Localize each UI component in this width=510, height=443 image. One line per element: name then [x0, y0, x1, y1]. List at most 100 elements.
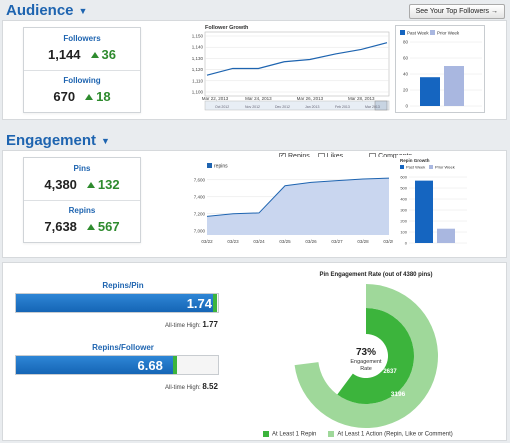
repins-per-follower-title: Repins/Follower [92, 343, 154, 352]
x-tick-label: Mar 26, 2013 [297, 96, 324, 101]
audience-header: Audience ▼ See Your Top Followers → [0, 2, 510, 19]
x-tick-label: Mar 24, 2013 [245, 96, 272, 101]
range-handle[interactable] [374, 100, 388, 111]
y-tick-label: 100 [400, 230, 407, 235]
followers-value: 1,144 [47, 47, 81, 62]
nav-tick-label: Jan 2013 [305, 105, 319, 109]
center-label-2: Rate [360, 366, 372, 372]
y-tick-label: 1,130 [192, 56, 204, 61]
engagement-title: Engagement [6, 132, 97, 149]
range-navigator[interactable] [204, 100, 390, 111]
bar-past-week [420, 77, 440, 106]
follower-growth-line [206, 42, 388, 76]
x-tick-label: 03/25 [279, 239, 291, 244]
audience-panel: Followers 1,144 36 Following 670 18 Foll… [2, 20, 507, 120]
x-tick-label: 03/27 [331, 239, 343, 244]
y-tick-label: 300 [400, 208, 407, 213]
follower-growth-chart: Follower Growth 1,150 1,140 1,130 1,120 1,11… [183, 21, 391, 117]
repins-label: Repins [68, 206, 96, 215]
engagement-panel: Pins 4,380 132 Repins 7,638 567 ✓Repins … [2, 150, 507, 258]
legend-prior-week: Prior Week [435, 165, 455, 170]
x-tick-label: 03/26 [305, 239, 317, 244]
following-label: Following [63, 76, 101, 85]
y-tick-label: 60 [403, 56, 409, 61]
engagement-caret-icon[interactable]: ▼ [101, 135, 110, 146]
pins-delta: 132 [97, 177, 120, 192]
audience-caret-icon[interactable]: ▼ [78, 5, 88, 16]
y-tick-label: 80 [403, 40, 409, 45]
repins-legend: repins [214, 164, 228, 170]
repins-per-pin-fill [16, 294, 217, 312]
legend-past-week: Past Week [407, 31, 429, 36]
y-tick-label: 400 [400, 197, 407, 202]
legend-prior-week: Prior Week [437, 31, 460, 36]
x-tick-label: Mar 28, 2013 [348, 96, 375, 101]
nav-tick-label: Mar 2013 [365, 105, 380, 109]
outer-value-label: 3196 [391, 391, 406, 398]
x-tick-label: 03/28 [357, 239, 369, 244]
nav-tick-label: Dec 2012 [275, 105, 290, 109]
engagement-header: Engagement ▼ [0, 132, 510, 149]
bar-prior-week [437, 228, 455, 243]
pins-value: 4,380 [44, 177, 77, 192]
repins-per-follower-fill [16, 356, 177, 374]
followers-label: Followers [63, 34, 101, 43]
outer-arc-slice [294, 284, 438, 428]
repin-growth-chart: Repin Growth Past Week Prior Week 600 500… [397, 155, 471, 251]
bar-past-week [415, 180, 433, 243]
follower-growth-title: Follower Growth [205, 25, 249, 31]
repins-per-pin-alltime: All-time High: 1.77 [165, 320, 218, 329]
repins-value: 7,638 [44, 219, 77, 234]
repins-stat: Repins 7,638 567 [24, 206, 140, 234]
y-tick-label: 600 [400, 175, 407, 180]
repin-growth-title: Repin Growth [400, 158, 430, 163]
nav-tick-label: Nov 2012 [245, 105, 260, 109]
audience-title: Audience [6, 2, 74, 19]
pins-label: Pins [73, 164, 91, 173]
y-tick-label: 500 [400, 186, 407, 191]
repins-per-follower-alltime: All-time High: 8.52 [165, 382, 218, 391]
inner-value-label: 2637 [383, 369, 397, 375]
x-tick-label: Mar 22, 2013 [202, 96, 229, 101]
repins-per-pin-value: 1.74 [186, 296, 212, 311]
following-value: 670 [53, 89, 76, 104]
bar-prior-week [444, 66, 464, 106]
following-delta: 18 [96, 89, 111, 104]
y-tick-label: 1,140 [192, 45, 204, 50]
y-tick-label: 0 [405, 241, 408, 246]
y-tick-label: 1,150 [192, 34, 204, 39]
y-tick-label: 1,110 [192, 78, 203, 83]
up-arrow-icon [85, 93, 94, 100]
up-arrow-icon [90, 51, 99, 58]
repins-area [207, 178, 389, 235]
inner-arc-slice [337, 308, 414, 404]
y-tick-label: 40 [403, 72, 409, 77]
up-arrow-icon [86, 181, 95, 188]
following-stat: Following 670 18 [24, 76, 140, 104]
ratios-panel: Repins/Pin 1.74 All-time High: 1.77 Repi… [2, 262, 507, 441]
repins-line [206, 177, 390, 217]
followers-stat: Followers 1,144 36 [24, 34, 140, 62]
engagement-stats: Pins 4,380 132 Repins 7,638 567 [23, 157, 141, 243]
y-tick-label: 0 [405, 104, 408, 109]
repins-delta: 567 [97, 219, 120, 234]
y-tick-label: 7,200 [194, 211, 206, 216]
x-tick-label: 03/23 [227, 239, 239, 244]
top-followers-button[interactable]: See Your Top Followers → [408, 4, 505, 19]
legend-at-least-1-action: At Least 1 Action (Repin, Like or Commen… [328, 431, 453, 438]
donut-center [345, 335, 387, 377]
legend-at-least-1-repin: At Least 1 Repin [263, 431, 316, 438]
repins-per-pin-bar: 1.74 [15, 293, 219, 313]
nav-tick-label: Feb 2013 [335, 105, 350, 109]
x-tick-label: 03/29 [383, 239, 393, 244]
y-tick-label: 7,000 [194, 228, 206, 233]
donut-legend: At Least 1 Repin At Least 1 Action (Repi… [263, 431, 453, 438]
repins-per-follower-bar: 6.68 [15, 355, 219, 375]
center-pct: 73% [356, 347, 376, 358]
y-tick-label: 20 [403, 88, 409, 93]
y-tick-label: 1,100 [192, 90, 204, 95]
audience-stats: Followers 1,144 36 Following 670 18 [23, 27, 141, 113]
y-tick-label: 200 [400, 219, 407, 224]
pin-engagement-title: Pin Engagement Rate (out of 4380 pins) [319, 272, 432, 278]
y-tick-label: 1,120 [192, 67, 204, 72]
